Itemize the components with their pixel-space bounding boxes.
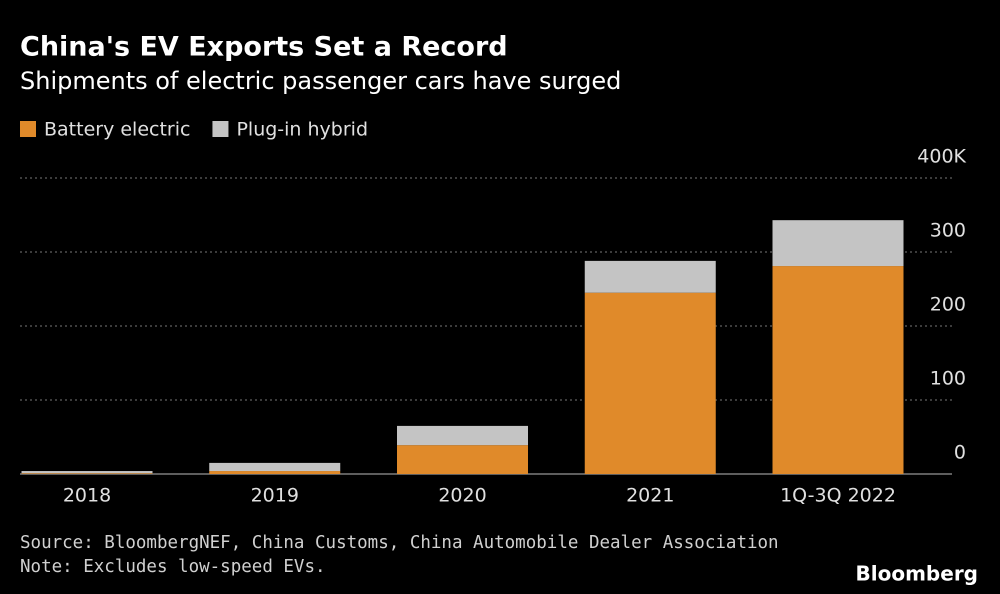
x-tick-label: 2020 [438, 485, 486, 507]
legend-label: Battery electric [44, 119, 190, 141]
bar-segment [21, 473, 153, 474]
chart-subtitle: Shipments of electric passenger cars hav… [20, 67, 621, 95]
x-tick-label: 2019 [251, 485, 299, 507]
bar-segment [209, 471, 341, 474]
x-tick-label: 2018 [63, 485, 111, 507]
y-tick-label: 400K [917, 146, 966, 168]
note: Note: Excludes low-speed EVs. [20, 557, 326, 577]
legend-swatch [212, 121, 229, 137]
y-tick-label: 100 [930, 368, 966, 390]
brand: Bloomberg [856, 562, 978, 586]
bar-segment [397, 425, 528, 446]
bar-segment [21, 471, 153, 474]
x-tick-label: 1Q-3Q 2022 [780, 485, 896, 507]
source: Source: BloombergNEF, China Customs, Chi… [20, 533, 779, 553]
chart-title: China's EV Exports Set a Record [20, 32, 508, 63]
bar-segment [397, 445, 528, 474]
bar-segment [584, 260, 716, 293]
bar-segment [772, 266, 904, 474]
y-tick-label: 300 [930, 220, 966, 242]
legend-swatch [20, 121, 36, 137]
x-tick-label: 2021 [626, 485, 674, 507]
bar-segment [584, 292, 716, 474]
y-tick-label: 200 [930, 294, 966, 316]
y-tick-label: 0 [954, 442, 966, 464]
bar-segment [209, 462, 341, 472]
legend-label: Plug-in hybrid [236, 119, 368, 141]
bar-segment [772, 220, 904, 267]
